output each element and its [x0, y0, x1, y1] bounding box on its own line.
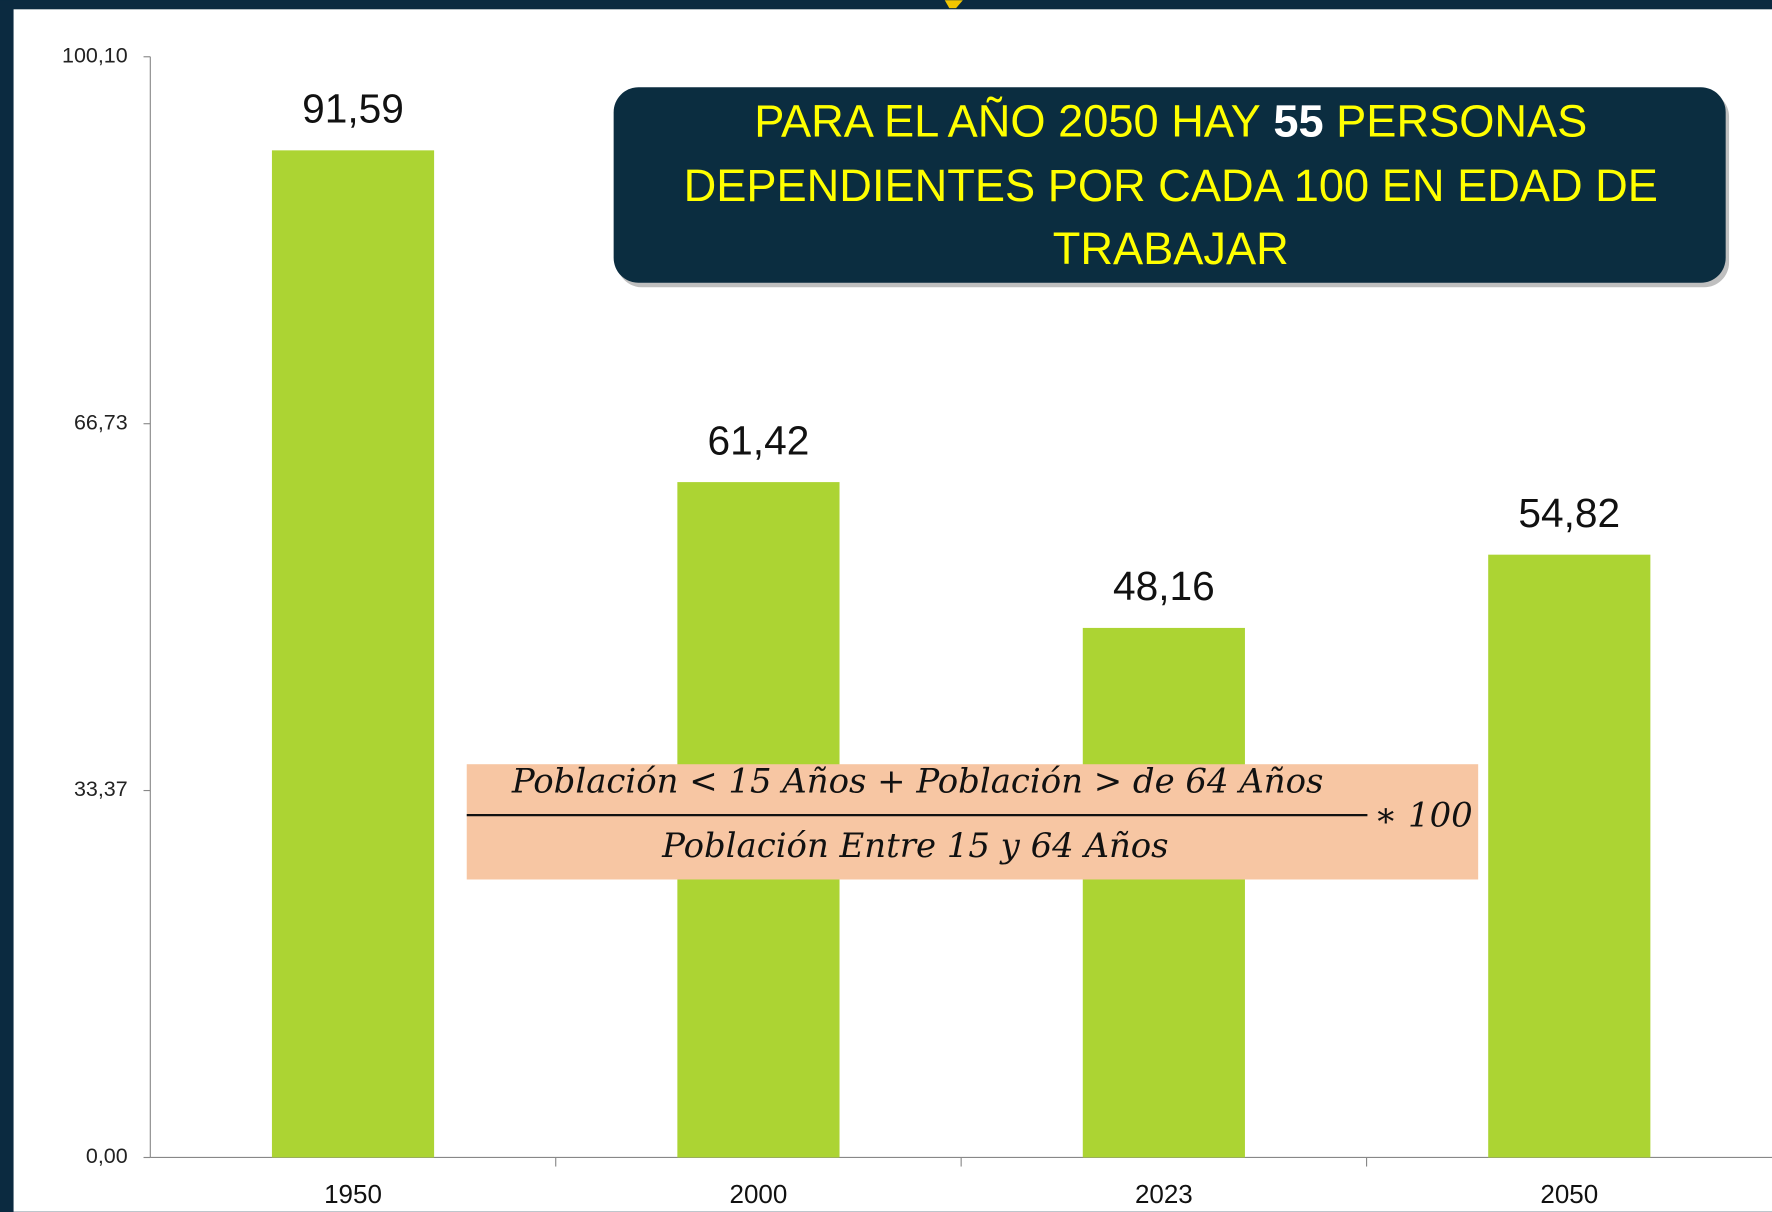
y-tick-label: 100,10: [62, 43, 128, 67]
data-label: 61,42: [708, 417, 810, 463]
bar: [271, 150, 435, 1158]
annotation-text: PARA EL AÑO 2050 HAY: [754, 96, 1261, 147]
annotation-box: PARA EL AÑO 2050 HAY 55 PERSONAS DEPENDI…: [613, 87, 1730, 288]
formula-background: [466, 764, 1479, 880]
annotation-line: DEPENDIENTES POR CADA 100 EN EDAD DE: [684, 160, 1658, 211]
annotation-line: PARA EL AÑO 2050 HAY 55 PERSONAS: [754, 96, 1587, 147]
formula-denominator: Población Entre 15 y 64 Años: [661, 826, 1168, 865]
y-tick-label: 66,73: [74, 410, 128, 434]
formula-factor: ∗ 100: [1374, 795, 1473, 834]
bar: [1488, 554, 1651, 1158]
x-tick-label: 2050: [1540, 1179, 1598, 1209]
data-label: 91,59: [302, 86, 404, 132]
formula: Población < 15 Años + Población > de 64 …: [466, 761, 1479, 880]
annotation-highlight: 55: [1273, 96, 1323, 147]
bar: [1082, 627, 1245, 1158]
y-tick-label: 0,00: [86, 1144, 128, 1168]
annotation-text: PERSONAS: [1336, 96, 1587, 147]
x-tick-label: 2023: [1135, 1179, 1193, 1209]
annotation-line: TRABAJAR: [1053, 223, 1289, 274]
x-tick-label: 1950: [324, 1179, 382, 1209]
annotation-background: [613, 87, 1726, 283]
y-tick-label: 33,37: [74, 777, 128, 801]
formula-numerator: Población < 15 Años + Población > de 64 …: [511, 761, 1324, 800]
data-label: 54,82: [1518, 490, 1620, 536]
data-label: 48,16: [1113, 563, 1215, 609]
decoration: [944, 0, 963, 9]
x-tick-label: 2000: [730, 1179, 788, 1209]
